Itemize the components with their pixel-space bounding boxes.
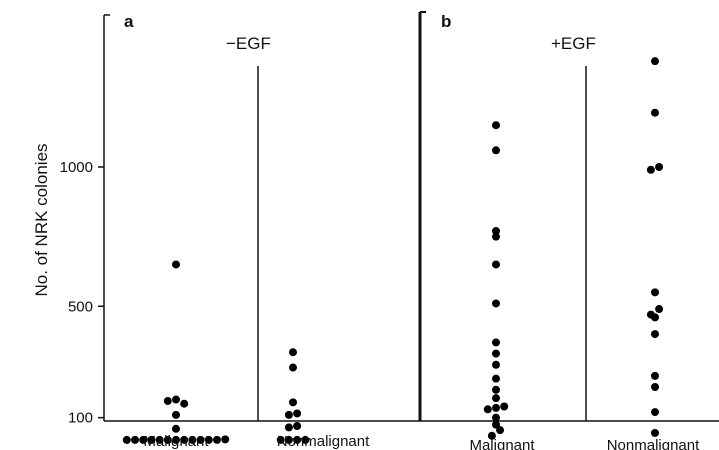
category-label-a-nonmalignant: Nonmalignant: [277, 433, 370, 450]
point-a-malignant-11: [213, 435, 221, 444]
point-b-malignant-9: [492, 374, 500, 383]
point-b-nonmalignant-6: [646, 310, 655, 319]
point-a-malignant-4: [155, 435, 164, 444]
point-a-malignant-5: [163, 435, 172, 444]
point-a-malignant-14: [172, 410, 180, 419]
point-a-malignant-3: [147, 435, 156, 444]
point-a-nonmalignant-9: [289, 363, 297, 372]
y-tick-label-100: 100: [68, 410, 93, 427]
panel-letter-b: b: [441, 12, 451, 31]
point-b-malignant-17: [492, 146, 500, 155]
point-a-malignant-0: [122, 435, 131, 444]
point-a-nonmalignant-6: [284, 410, 293, 419]
point-b-malignant-15: [492, 232, 500, 241]
point-b-malignant-18: [492, 121, 500, 130]
point-a-nonmalignant-3: [301, 435, 310, 444]
point-b-malignant-14: [492, 260, 500, 269]
point-a-malignant-12: [221, 435, 230, 444]
point-a-malignant-15: [163, 396, 172, 405]
point-a-malignant-13: [172, 424, 180, 433]
point-a-malignant-18: [172, 260, 180, 269]
panel-letter-a: a: [124, 12, 134, 31]
y-axis-label: No. of NRK colonies: [32, 143, 51, 296]
point-a-malignant-17: [180, 399, 189, 408]
point-a-malignant-6: [172, 435, 180, 444]
point-a-nonmalignant-7: [293, 409, 302, 418]
axes: [98, 11, 719, 422]
point-b-malignant-5: [492, 403, 500, 412]
panel-condition-b: +EGF: [551, 34, 596, 53]
point-a-malignant-2: [139, 435, 148, 444]
point-b-nonmalignant-10: [655, 163, 664, 171]
point-b-nonmalignant-12: [651, 57, 659, 66]
point-b-nonmalignant-9: [646, 165, 655, 174]
point-b-malignant-0: [487, 431, 496, 440]
point-a-nonmalignant-5: [293, 422, 302, 431]
point-b-malignant-2: [492, 420, 500, 429]
point-a-malignant-16: [172, 395, 180, 404]
point-b-malignant-16: [492, 227, 500, 236]
point-b-malignant-13: [492, 299, 500, 308]
point-a-nonmalignant-1: [284, 435, 293, 444]
point-b-nonmalignant-11: [651, 108, 659, 117]
point-a-nonmalignant-0: [276, 435, 285, 444]
point-b-malignant-4: [483, 405, 492, 414]
point-b-nonmalignant-7: [655, 305, 664, 314]
point-a-malignant-9: [196, 435, 205, 444]
point-a-nonmalignant-8: [289, 398, 297, 407]
chart-labels: 100 500 1000 No. of NRK colonies a −EGF Malign…: [32, 12, 700, 450]
point-b-nonmalignant-2: [651, 383, 659, 392]
point-b-malignant-1: [496, 426, 505, 435]
data-points: [122, 57, 664, 444]
point-b-nonmalignant-8: [651, 288, 659, 297]
point-b-malignant-3: [492, 413, 500, 422]
point-a-malignant-7: [180, 435, 189, 444]
panel-condition-a: −EGF: [226, 34, 271, 53]
point-b-malignant-7: [492, 394, 500, 403]
point-b-nonmalignant-3: [651, 371, 659, 380]
point-b-nonmalignant-1: [651, 408, 659, 417]
point-a-malignant-10: [204, 435, 213, 444]
point-b-malignant-8: [492, 385, 500, 394]
category-label-a-malignant: Malignant: [143, 433, 209, 450]
point-a-nonmalignant-4: [284, 423, 293, 432]
point-a-malignant-8: [188, 435, 197, 444]
point-b-malignant-12: [492, 338, 500, 347]
category-label-b-malignant: Malignant: [469, 437, 535, 450]
point-b-nonmalignant-4: [651, 330, 659, 339]
point-b-malignant-10: [492, 360, 500, 369]
point-a-nonmalignant-10: [289, 348, 297, 357]
y-tick-label-500: 500: [68, 298, 93, 315]
point-a-malignant-1: [131, 435, 139, 444]
point-b-malignant-6: [500, 402, 509, 411]
category-label-b-nonmalignant: Nonmalignant: [607, 437, 700, 450]
y-tick-label-1000: 1000: [60, 159, 93, 176]
point-b-malignant-11: [492, 349, 500, 358]
point-b-nonmalignant-0: [651, 428, 659, 437]
point-a-nonmalignant-2: [293, 435, 302, 444]
